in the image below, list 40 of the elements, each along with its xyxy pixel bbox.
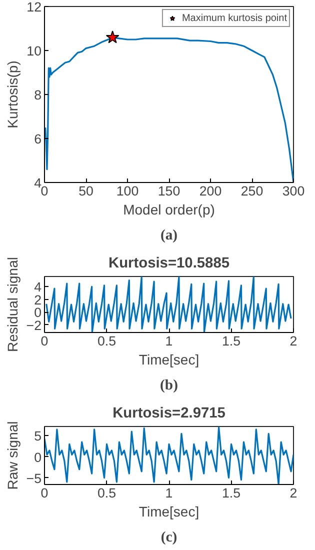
x-tick-label: 100 [116, 184, 139, 198]
line-series [44, 426, 294, 484]
x-tick-label: 250 [240, 184, 264, 198]
y-tick-label: 0 [34, 305, 42, 320]
x-tick-label: 1.5 [222, 334, 241, 348]
y-tick-label: 0 [34, 450, 42, 465]
x-tick-label: 0.5 [97, 334, 116, 348]
y-tick-label: 6 [34, 132, 42, 146]
x-axis-title: Model order(p) [123, 202, 215, 218]
x-axis-title: Time[sec] [138, 352, 200, 368]
y-axis-title: Kurtosis(p) [4, 60, 21, 128]
y-tick-label: 8 [34, 88, 42, 102]
text: (a) [160, 228, 178, 244]
x-tick-label: 300 [282, 184, 305, 198]
x-tick-label: 0.5 [97, 486, 116, 500]
text: (b) [160, 378, 178, 394]
chart-title: Kurtosis=10.5885 [108, 256, 230, 272]
x-tick-label: 200 [199, 184, 222, 198]
y-tick-label: 4 [34, 176, 42, 190]
x-tick-label: 1 [165, 486, 173, 500]
y-tick-label: −2 [26, 318, 42, 333]
y-tick-label: 2 [34, 292, 42, 308]
x-axis-title: Time[sec] [138, 504, 200, 520]
y-axis-title: Residual signal [4, 257, 20, 352]
y-tick-label: −5 [26, 470, 42, 486]
text: (c) [160, 530, 178, 546]
y-tick-label: 4 [34, 280, 42, 295]
legend-label: Maximum kurtosis point [182, 12, 287, 24]
x-tick-label: 150 [158, 184, 180, 198]
y-tick-label: 12 [26, 0, 42, 14]
y-axis-title: Raw signal [4, 421, 20, 490]
y-tick-label: 10 [26, 44, 42, 58]
y-tick-label: 5 [34, 428, 42, 444]
x-tick-label: 1.5 [222, 486, 241, 500]
chart-title: Kurtosis=2.9715 [112, 406, 226, 422]
x-tick-label: 50 [78, 184, 94, 198]
x-tick-label: 2 [290, 486, 298, 500]
x-tick-label: 1 [165, 334, 173, 348]
x-tick-label: 2 [290, 334, 298, 348]
line-series [46, 276, 292, 332]
